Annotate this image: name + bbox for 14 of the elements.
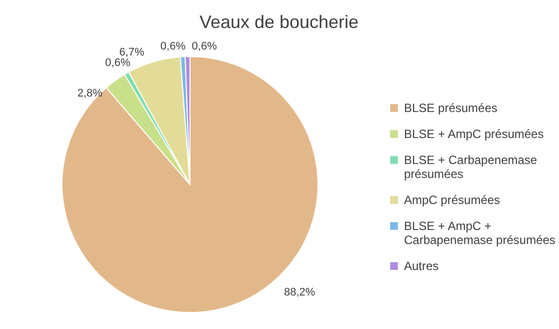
legend-label: Autres	[404, 259, 439, 273]
data-label: 88,2%	[284, 286, 316, 299]
data-label: 0,6%	[105, 57, 130, 70]
legend-label: AmpC présumées	[404, 193, 500, 207]
legend-label: BLSE + AmpC + Carbapenemase présumées	[404, 219, 556, 247]
data-label: 0,6%	[192, 40, 218, 53]
legend-label: BLSE présumées	[404, 101, 498, 115]
data-label: 0,6%	[160, 40, 186, 53]
data-label: 6,7%	[119, 46, 145, 58]
legend-label: BLSE + Carbapenemase présumées	[404, 153, 538, 181]
pie-slice	[62, 56, 318, 313]
chart-title: Veaux de boucherie	[199, 12, 359, 32]
legend-label: BLSE + AmpC présumées	[404, 127, 544, 141]
data-label: 2,8%	[77, 87, 103, 100]
